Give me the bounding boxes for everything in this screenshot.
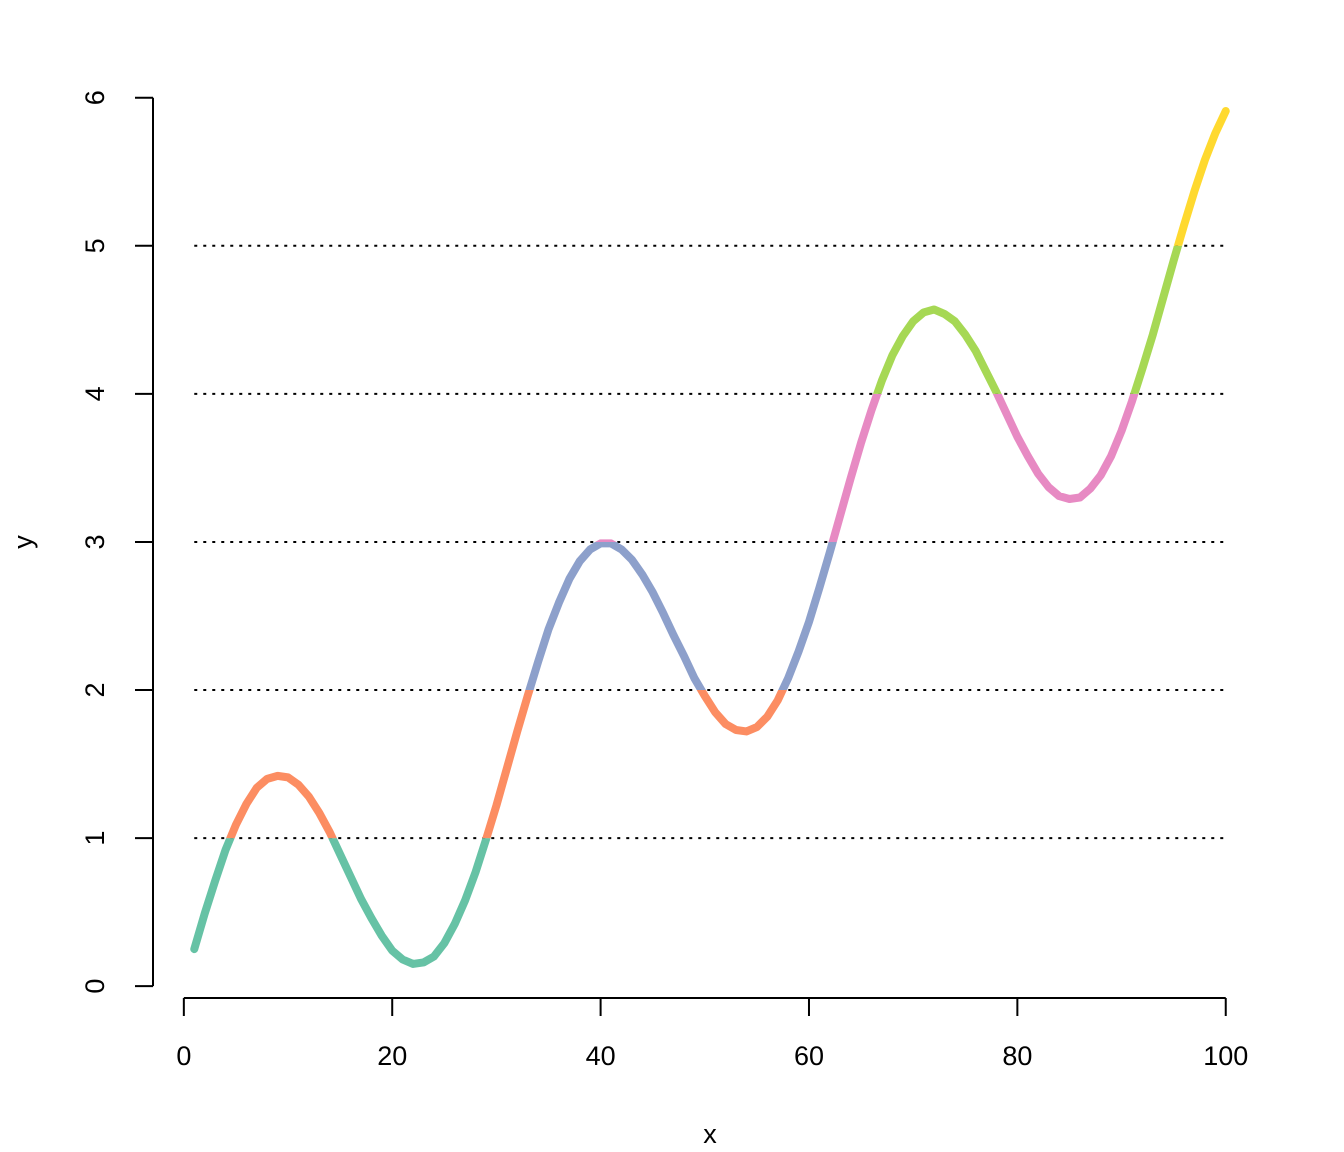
data-line: [525, 541, 837, 691]
data-line: [226, 690, 788, 839]
x-tick-label: 20: [377, 1041, 407, 1071]
x-tick-label: 60: [794, 1041, 824, 1071]
x-tick-label: 100: [1203, 1041, 1248, 1071]
data-line: [872, 245, 1183, 394]
y-tick-label: 2: [80, 682, 110, 697]
y-tick-label: 4: [80, 386, 110, 401]
y-tick-label: 5: [80, 238, 110, 253]
x-tick-label: 80: [1002, 1041, 1032, 1071]
y-axis-label: y: [8, 535, 38, 549]
y-tick-label: 0: [80, 979, 110, 994]
data-line: [190, 838, 491, 968]
data-line: [595, 393, 1139, 542]
x-tick-label: 40: [586, 1041, 616, 1071]
y-tick-label: 6: [80, 90, 110, 105]
x-tick-label: 0: [176, 1041, 191, 1071]
data-line: [1173, 107, 1230, 246]
y-tick-label: 3: [80, 534, 110, 549]
x-axis-label: x: [703, 1119, 717, 1149]
y-tick-label: 1: [80, 831, 110, 846]
